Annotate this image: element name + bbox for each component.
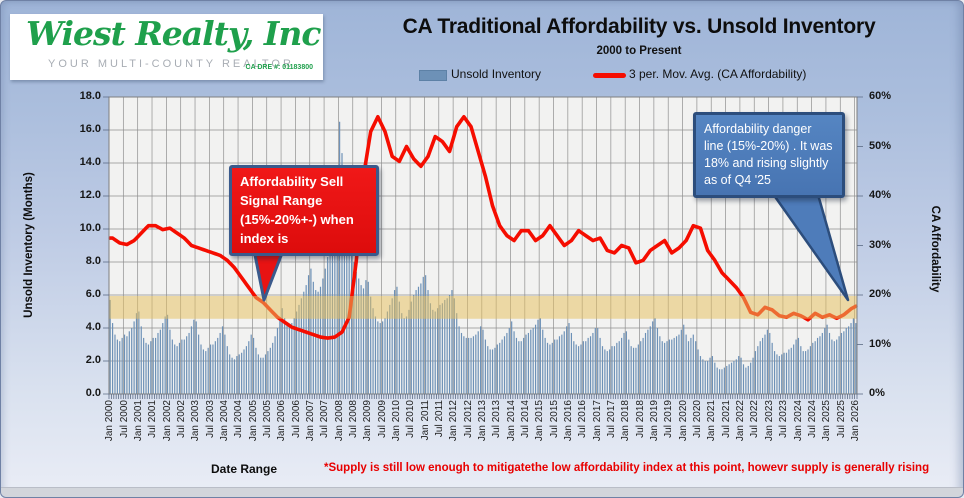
x-tick-label: Jul 2008 — [348, 400, 359, 438]
x-tick-label: Jul 2018 — [634, 400, 646, 438]
x-tick-label: Jul 2012 — [462, 400, 474, 438]
x-tick-label: Jan 2006 — [276, 400, 288, 442]
x-tick-label: Jul 2017 — [606, 400, 617, 438]
y-tick-label-left: 6.0 — [85, 288, 101, 300]
x-tick-label: Jul 2023 — [778, 400, 790, 438]
right-axis-title: CA Affordability — [929, 205, 941, 293]
x-tick-label: Jan 2021 — [706, 400, 718, 442]
x-tick-label: Jan 2010 — [391, 400, 402, 442]
x-tick-label: Jan 2002 — [161, 400, 173, 442]
x-tick-label: Jul 2005 — [261, 400, 273, 438]
axis-ticks — [103, 96, 863, 399]
left-axis-title: Unsold Inventory (Months) — [23, 172, 35, 318]
y-tick-label-right: 10% — [869, 337, 892, 350]
x-tick-label: Jul 2014 — [520, 400, 531, 438]
x-tick-label: Jan 2011 — [419, 400, 431, 441]
x-tick-label: Jul 2001 — [147, 400, 159, 438]
x-tick-label: Jan 2013 — [477, 400, 488, 442]
x-tick-label: Jan 2004 — [218, 400, 230, 442]
x-tick-label: Jul 2025 — [835, 400, 847, 438]
x-tick-label: Jul 2020 — [692, 400, 704, 438]
x-axis-title: Date Range — [211, 462, 278, 476]
x-tick-label: Jan 2012 — [448, 400, 460, 442]
x-tick-label: Jan 2018 — [620, 400, 632, 442]
x-tick-label: Jul 2006 — [290, 400, 302, 438]
y-tick-label-right: 60% — [869, 90, 892, 102]
legend-line-swatch-icon — [593, 73, 626, 78]
x-tick-label: Jul 2002 — [175, 400, 187, 438]
footnote-text: *Supply is still low enough to mitigatet… — [324, 462, 930, 474]
company-tagline: YOUR MULTI-COUNTY REALTOR — [48, 58, 294, 70]
company-name: Wiest Realty, Inc — [26, 14, 321, 53]
y-tick-label-left: 4.0 — [85, 321, 101, 333]
y-tick-label-right: 30% — [869, 238, 892, 251]
y-tick-label-left: 14.0 — [79, 156, 101, 168]
x-tick-label: Jul 2013 — [491, 400, 503, 438]
x-tick-label: Jul 2015 — [548, 400, 560, 438]
x-tick-label: Jul 2022 — [749, 400, 761, 438]
x-tick-label: Jan 2005 — [247, 400, 259, 442]
x-tick-label: Jan 2026 — [849, 400, 861, 442]
x-tick-label: Jan 2025 — [821, 400, 833, 442]
y-tick-label-left: 8.0 — [85, 255, 101, 267]
x-tick-label: Jan 2001 — [132, 400, 144, 442]
y-tick-label-right: 20% — [869, 288, 892, 300]
x-tick-label: Jul 2009 — [376, 400, 388, 438]
x-tick-label: Jan 2008 — [333, 400, 345, 442]
page-title: CA Traditional Affordability vs. Unsold … — [402, 15, 876, 38]
x-tick-label: Jan 2019 — [649, 400, 661, 442]
x-tick-label: Jan 2022 — [735, 400, 747, 442]
sell-signal-callout: Affordability Sell Signal Range (15%-20%… — [229, 165, 379, 257]
y-tick-label-left: 0.0 — [85, 387, 101, 399]
x-tick-label: Jan 2024 — [792, 400, 804, 442]
y-tick-label-right: 40% — [869, 189, 892, 201]
x-tick-label: Jan 2020 — [677, 400, 689, 442]
y-tick-label-right: 0% — [869, 387, 885, 399]
y-tick-label-left: 12.0 — [79, 189, 101, 201]
page-subtitle: 2000 to Present — [596, 45, 682, 57]
y-tick-label-left: 16.0 — [79, 123, 101, 135]
inventory-bars — [109, 121, 857, 394]
x-tick-label: Jan 2017 — [591, 400, 603, 442]
x-tick-label: Jan 2009 — [362, 400, 374, 442]
y-tick-label-right: 50% — [869, 139, 892, 152]
x-tick-label: Jan 2014 — [505, 400, 517, 442]
y-tick-label-left: 18.0 — [79, 90, 101, 102]
company-logo: Wiest Realty, Inc YOUR MULTI-COUNTY REAL… — [10, 14, 323, 80]
x-tick-label: Jan 2023 — [763, 400, 775, 442]
x-tick-label: Jan 2015 — [534, 400, 546, 442]
legend-bar-label: Unsold Inventory — [451, 67, 542, 81]
x-tick-label: Jan 2000 — [104, 400, 116, 442]
x-tick-label: Jan 2003 — [190, 400, 202, 442]
x-tick-label: Jan 2007 — [304, 400, 316, 442]
y-tick-label-left: 2.0 — [85, 354, 101, 366]
sell-signal-band — [109, 296, 857, 319]
affordability-line — [108, 115, 858, 340]
y-tick-label-left: 10.0 — [79, 222, 101, 234]
x-tick-label: Jul 2019 — [663, 400, 675, 438]
x-tick-label: Jul 2021 — [720, 400, 732, 438]
x-tick-label: Jul 2024 — [806, 400, 818, 438]
x-tick-label: Jul 2000 — [118, 400, 130, 438]
x-tick-label: Jul 2007 — [319, 400, 331, 438]
danger-line-callout: Affordability danger line (15%-20%) . It… — [693, 112, 845, 198]
legend-bar-swatch-icon — [419, 70, 447, 81]
x-tick-label: Jul 2003 — [204, 400, 216, 438]
x-tick-label: Jul 2011 — [434, 400, 445, 438]
x-tick-label: Jan 2016 — [563, 400, 574, 442]
x-tick-label: Jul 2016 — [577, 400, 589, 438]
company-license: CA DRE #: 01183800 — [245, 64, 313, 71]
legend-line-label: 3 per. Mov. Avg. (CA Affordability) — [629, 67, 807, 81]
x-tick-label: Jul 2004 — [233, 400, 245, 438]
bottom-edge-strip — [1, 487, 963, 497]
x-tick-label: Jul 2010 — [405, 400, 417, 438]
